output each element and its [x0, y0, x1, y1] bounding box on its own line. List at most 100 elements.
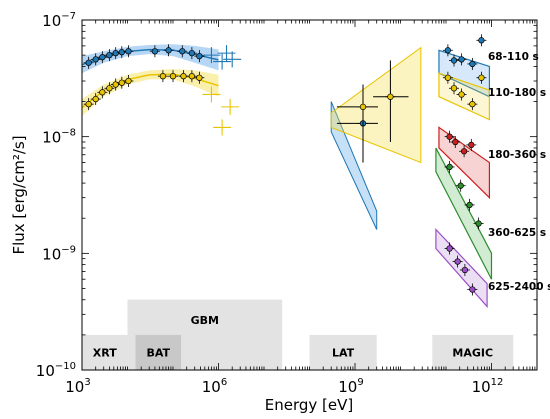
series-1-point-15 [449, 82, 460, 95]
y-tick-label-1: 10−9 [42, 244, 76, 263]
series-1-magic-bowtie [438, 72, 491, 121]
x-tick-label-2-base: 10 [338, 378, 357, 396]
series-0-point-17 [476, 34, 487, 47]
series-3-point-1-marker [457, 182, 464, 189]
series-1-point-11-marker [196, 74, 203, 81]
series-0-point-7-marker [151, 48, 159, 55]
series-2-point-0-marker [446, 133, 453, 140]
series-1-point-10-marker [188, 73, 196, 80]
series-1-lat-bowtie [330, 46, 422, 164]
series-0-label: 68-110 s [488, 51, 539, 63]
series-1-point-14 [442, 71, 453, 84]
series-1-point-1 [90, 93, 101, 106]
series-0-point-8 [163, 44, 174, 57]
series-0-point-2 [97, 51, 108, 64]
series-0-point-13-marker [444, 47, 452, 54]
series-1-point-2-marker [99, 89, 106, 96]
series-4-point-2 [459, 263, 470, 276]
series-4-point-0 [444, 242, 455, 255]
series-1-point-2 [97, 86, 108, 99]
series-1-flux-cross-1 [213, 119, 232, 136]
series-1-model-band [82, 69, 219, 117]
y-tick-label-0: 10−10 [36, 361, 76, 380]
band-label-xrt: XRT [93, 346, 117, 359]
series-2-point-2-marker [460, 148, 468, 155]
series-0-point-7 [149, 45, 160, 58]
series-0-point-5 [116, 46, 127, 59]
series-1-point-8 [168, 70, 178, 83]
series-0-point-17-marker [478, 37, 485, 44]
series-1-point-6-marker [125, 77, 132, 85]
series-1-point-3 [104, 82, 115, 95]
series-1-point-9-marker [180, 73, 187, 80]
series-2-point-1 [450, 136, 461, 149]
series-0-point-3 [104, 49, 115, 62]
series-0-point-1-marker [92, 56, 99, 63]
series-1-point-3-marker [106, 85, 113, 92]
time-interval-labels: 68-110 s 110-180 s 180-360 s 360-625 s 625-2… [488, 51, 550, 293]
series-0-point-4-marker [112, 49, 119, 57]
band-label-magic: MAGIC [452, 346, 493, 359]
x-tick-label-1: 106 [202, 377, 227, 396]
series-0-point-14-marker [450, 57, 458, 64]
series-1-point-14-marker [444, 74, 452, 81]
x-tick-label-2: 109 [338, 377, 363, 396]
series-4-point-2-marker [461, 266, 469, 274]
series-0-point-5-marker [118, 49, 125, 56]
x-tick-label-1-base: 10 [202, 378, 221, 396]
series-1-point-13 [385, 90, 396, 103]
series-2-point-2 [459, 145, 470, 158]
x-tick-label-1-exp: 6 [221, 377, 227, 388]
series-0-point-10-marker [188, 49, 196, 57]
series-3-point-0 [444, 160, 455, 173]
y-tick-label-2-exp: −8 [61, 128, 76, 139]
x-axis-ticks: 103 106 109 1012 [65, 20, 538, 396]
x-tick-label-3-base: 10 [472, 378, 491, 396]
series-0-flux-cross-3 [223, 51, 242, 68]
x-axis-title: Energy [eV] [265, 396, 353, 414]
series-1-point-11 [194, 71, 205, 84]
series-0-point-0-marker [85, 59, 92, 66]
band-label-bat: BAT [146, 346, 170, 359]
series-0-point-10 [186, 47, 197, 60]
series-1-point-0-marker [85, 100, 92, 108]
series-1-point-7 [157, 70, 168, 83]
series-1-point-1-marker [92, 95, 99, 103]
series-4-point-0-marker [446, 245, 453, 252]
series-0-point-11-marker [196, 52, 203, 60]
x-tick-label-3-exp: 12 [491, 377, 504, 388]
bowties [330, 46, 493, 309]
band-label-gbm: GBM [191, 314, 219, 327]
series-1-point-6 [123, 75, 134, 88]
y-tick-label-0-exp: −10 [55, 361, 76, 372]
series-1-point-9 [178, 70, 189, 83]
series-3-point-2-marker [466, 201, 473, 209]
y-axis-ticks: 10−10 10−910 −8 10−7 [36, 11, 537, 380]
x-tick-label-0: 103 [65, 377, 90, 396]
series-1-point-12-marker [359, 103, 367, 111]
band-label-lat: LAT [332, 346, 355, 359]
series-3-point-3 [473, 217, 484, 230]
series-4-point-3 [467, 283, 478, 296]
instrument-band-labels: XRT BAT GBM LAT MAGIC [93, 314, 493, 360]
series-0-point-6-marker [125, 48, 132, 55]
series-1-flux-cross-0 [202, 86, 221, 103]
series-0-point-9 [177, 45, 188, 58]
series-1-label: 110-180 s [488, 87, 546, 99]
series-1-point-16-marker [458, 91, 465, 98]
series-1-point-17 [467, 98, 478, 111]
x-tick-label-2-exp: 9 [357, 377, 363, 388]
y-tick-label-3: 10−7 [42, 11, 76, 30]
series-1-flux-cross-2 [221, 98, 240, 115]
series-0-point-1 [90, 53, 101, 66]
series-0-point-16-marker [469, 60, 476, 68]
series-0-point-13 [442, 44, 453, 57]
series-1-point-16 [456, 88, 467, 101]
x-tick-label-0-base: 10 [65, 378, 84, 396]
series-4-label: 625-2400 s [488, 281, 550, 293]
series-2-point-3 [466, 138, 477, 151]
x-tick-label-3: 1012 [472, 377, 504, 396]
series-1-point-10 [186, 70, 197, 83]
y-tick-label-1-base: 10 [42, 245, 61, 263]
series-2-point-3-marker [468, 141, 475, 149]
